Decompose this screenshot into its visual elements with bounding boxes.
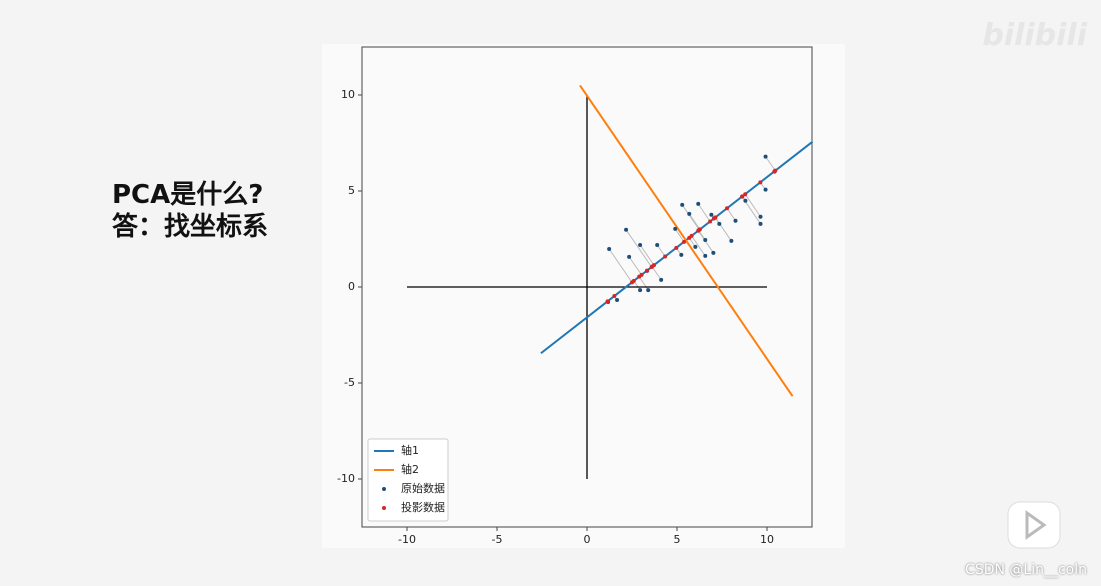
projection-link xyxy=(681,204,700,231)
point xyxy=(729,238,734,243)
series-line xyxy=(579,84,794,397)
point xyxy=(733,218,738,223)
point xyxy=(679,252,684,257)
projection-link xyxy=(688,213,701,230)
projection-link xyxy=(628,256,642,276)
point xyxy=(743,192,748,197)
legend-swatch xyxy=(382,487,386,491)
point xyxy=(674,245,679,250)
projection-link xyxy=(651,266,662,281)
point xyxy=(649,264,654,269)
point xyxy=(693,244,698,249)
projection-link xyxy=(639,244,655,266)
projection-link xyxy=(744,193,761,218)
point xyxy=(612,294,617,299)
slide-line: PCA是什么? xyxy=(112,180,264,210)
watermark: CSDN @Lin__coln xyxy=(965,562,1087,578)
point xyxy=(758,180,763,185)
point xyxy=(607,246,612,251)
legend-swatch xyxy=(382,506,386,510)
point xyxy=(758,221,763,226)
point xyxy=(696,201,701,206)
projection-link xyxy=(674,228,685,243)
y-tick-label: -10 xyxy=(337,472,355,485)
point xyxy=(624,227,629,232)
point xyxy=(637,274,642,279)
projection-link xyxy=(625,229,653,268)
projection-link xyxy=(714,217,732,242)
x-tick-label: 10 xyxy=(760,533,774,546)
legend-label: 轴2 xyxy=(401,462,419,476)
point xyxy=(687,211,692,216)
y-tick-label: -5 xyxy=(344,376,355,389)
point xyxy=(627,254,632,259)
point xyxy=(696,228,701,233)
point xyxy=(673,226,678,231)
x-tick-label: -10 xyxy=(398,533,416,546)
point xyxy=(709,212,714,217)
y-tick-label: 5 xyxy=(348,184,355,197)
y-tick-label: 0 xyxy=(348,280,355,293)
point xyxy=(638,242,643,247)
point xyxy=(659,277,664,282)
slide-line: 答：找坐标系 xyxy=(112,212,269,242)
point xyxy=(703,237,708,242)
legend-label: 投影数据 xyxy=(401,500,445,514)
point xyxy=(680,202,685,207)
point xyxy=(717,221,722,226)
point xyxy=(655,242,660,247)
point xyxy=(711,250,716,255)
point xyxy=(682,239,687,244)
point xyxy=(739,194,744,199)
point xyxy=(743,198,748,203)
point xyxy=(703,253,708,258)
projection-link xyxy=(656,244,666,257)
point xyxy=(708,219,713,224)
point xyxy=(689,233,694,238)
point xyxy=(663,254,668,259)
point xyxy=(638,288,643,293)
x-tick-label: -5 xyxy=(492,533,503,546)
point xyxy=(646,288,651,293)
projection-link xyxy=(765,156,776,171)
legend-label: 原始数据 xyxy=(401,481,445,495)
point xyxy=(644,268,649,273)
legend-box xyxy=(367,438,449,522)
point xyxy=(725,206,730,211)
point xyxy=(772,169,777,174)
point xyxy=(605,299,610,304)
point xyxy=(631,278,636,283)
point xyxy=(615,298,620,303)
x-tick-label: 5 xyxy=(674,533,681,546)
point xyxy=(758,214,763,219)
projection-link xyxy=(726,207,736,222)
legend-label: 轴1 xyxy=(401,443,419,457)
point xyxy=(713,215,718,220)
point xyxy=(763,154,768,159)
point xyxy=(763,187,768,192)
projection-link xyxy=(638,276,649,291)
projection-link xyxy=(608,248,633,283)
projection-link xyxy=(691,235,706,257)
projection-link xyxy=(697,203,711,222)
x-tick-label: 0 xyxy=(584,533,591,546)
watermark: bilibili xyxy=(982,18,1087,53)
y-tick-label: 10 xyxy=(341,88,355,101)
play-button[interactable] xyxy=(1007,501,1061,549)
